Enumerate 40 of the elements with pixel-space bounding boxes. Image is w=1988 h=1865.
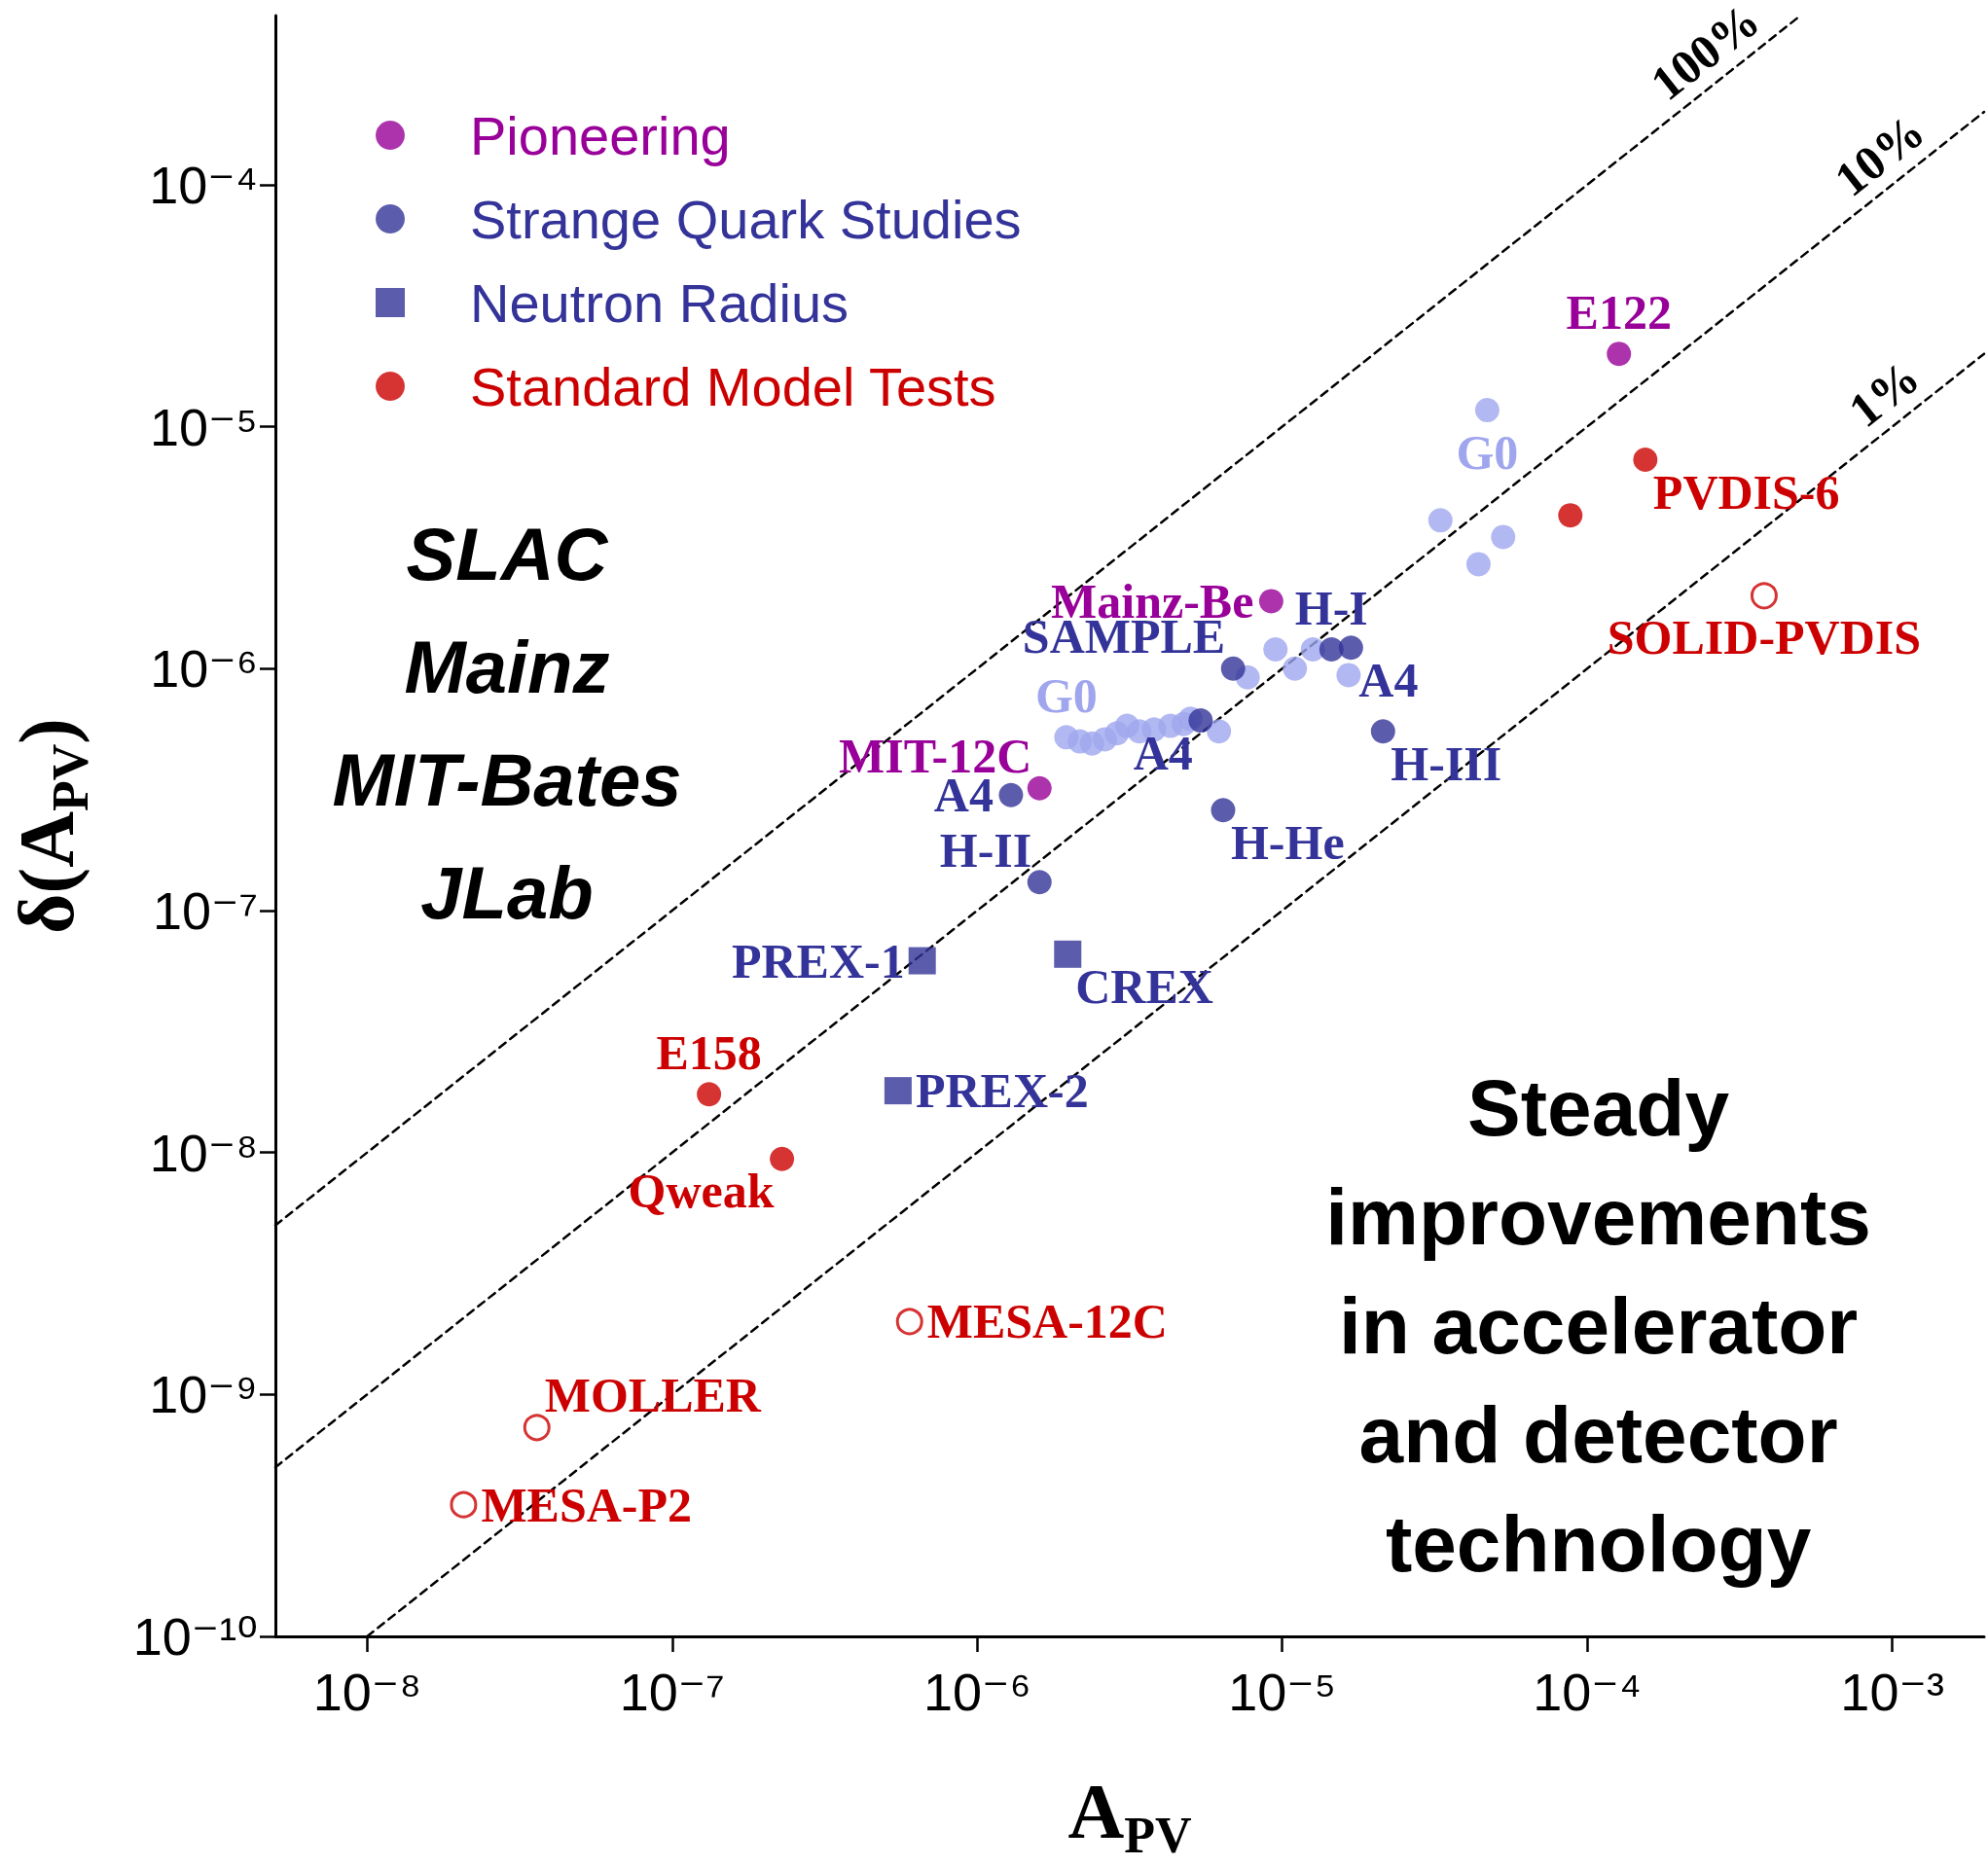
annotation: Steady improvements in accelerator and detector technology — [1325, 1063, 1871, 1589]
y-tick-label: 10⁻⁷ — [152, 880, 258, 940]
y-tick-label: 10⁻⁵ — [150, 397, 258, 456]
annotation: H-He — [1230, 814, 1345, 870]
annotation: CREX — [1075, 958, 1213, 1014]
text: 1% — [1838, 349, 1930, 438]
x-tick-label: 10⁻⁷ — [619, 1663, 725, 1721]
annotation: G0 — [1034, 667, 1098, 723]
annotation: H-III — [1391, 735, 1502, 791]
annotation: SOLID-PVDIS — [1607, 610, 1922, 665]
x-tick-label: 10⁻⁵ — [1228, 1663, 1337, 1721]
y-tick-label: 10⁻⁹ — [149, 1365, 258, 1424]
legend-label: Strange Quark Studies — [470, 188, 1022, 250]
y-tick-label: 10⁻⁴ — [149, 155, 258, 214]
annotation: PREX-2 — [915, 1063, 1089, 1119]
y-tick-label: 10⁻⁸ — [149, 1123, 258, 1182]
y-tick-label: 10⁻¹⁰ — [132, 1607, 258, 1666]
annotation: SLAC Mainz MIT-Bates JLab — [332, 513, 682, 935]
x-tick-label: 10⁻⁴ — [1533, 1663, 1643, 1721]
annotation: H-II — [939, 822, 1032, 878]
annotation: Qweak — [628, 1164, 775, 1219]
y-axis-title: δ(APV) — [4, 718, 98, 934]
text: 10% — [1824, 103, 1934, 207]
annotation: E158 — [656, 1024, 762, 1080]
x-tick-label: 10⁻³ — [1840, 1663, 1944, 1721]
annotation: E122 — [1566, 284, 1672, 340]
annotation: A4 — [1358, 652, 1419, 707]
x-tick-label: 10⁻⁶ — [922, 1663, 1031, 1721]
annotation: G0 — [1456, 424, 1519, 480]
annotation: PREX-1 — [731, 933, 905, 988]
annotation: PVDIS-6 — [1652, 464, 1840, 520]
annotation: MESA-P2 — [481, 1477, 693, 1532]
y-tick-label: 10⁻⁶ — [150, 639, 258, 699]
legend-label: Neutron Radius — [470, 271, 849, 334]
annotation: MESA-12C — [926, 1294, 1168, 1349]
legend-label: Pioneering — [470, 104, 731, 166]
x-tick-label: 10⁻⁸ — [312, 1663, 422, 1721]
legend-label: Standard Model Tests — [470, 355, 996, 417]
annotation: A4 — [1133, 725, 1193, 780]
annotation: H-I — [1294, 580, 1368, 635]
